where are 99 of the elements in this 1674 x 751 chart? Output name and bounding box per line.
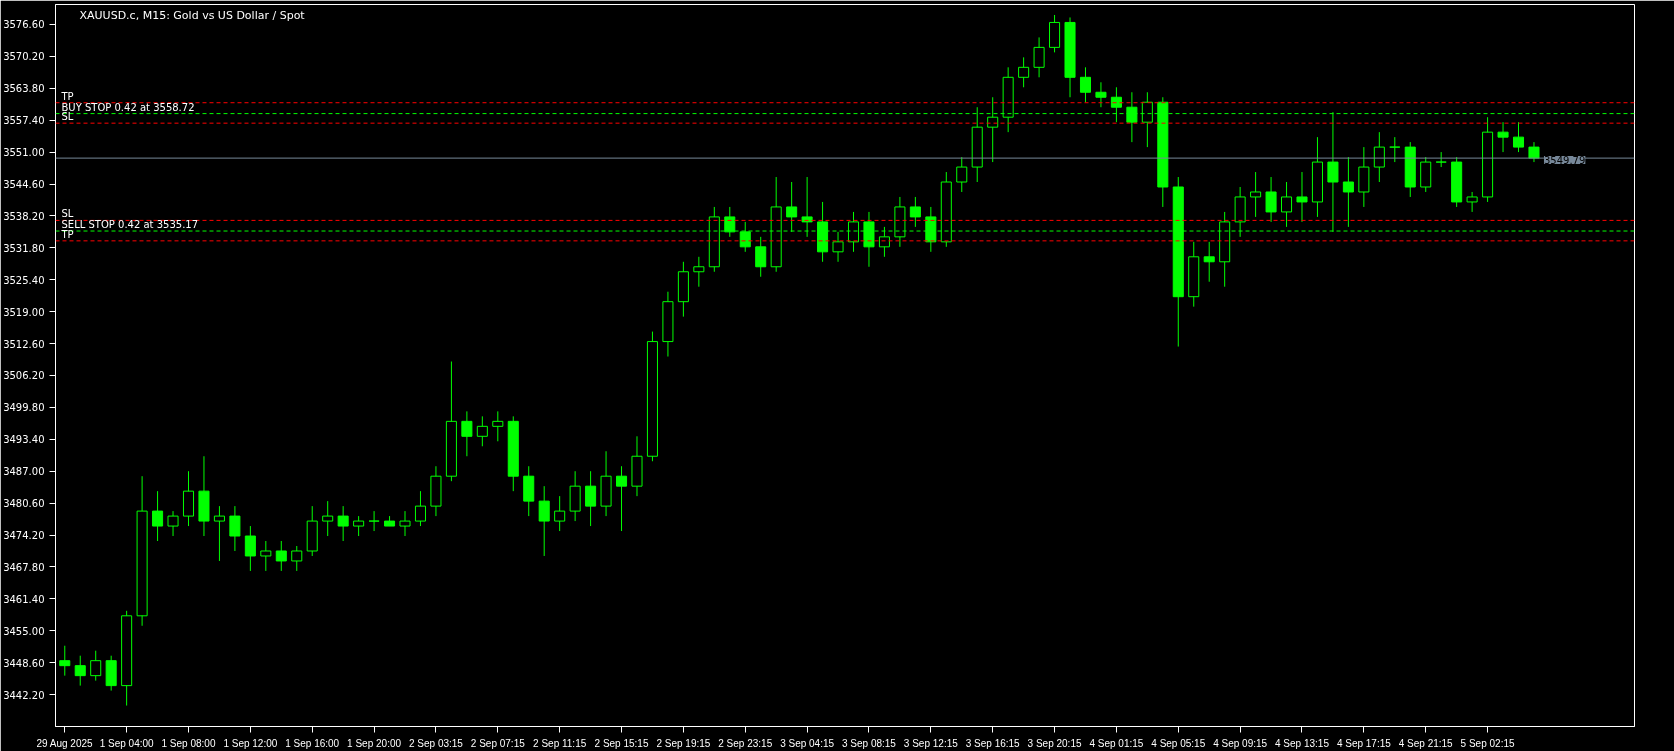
y-tick-label: 3474.20 (3, 530, 45, 542)
candlestick (693, 256, 705, 288)
candlestick (90, 650, 102, 682)
candlestick (1095, 81, 1107, 108)
x-tick-label: 2 Sep 03:15 (408, 737, 464, 749)
candlestick (353, 515, 365, 537)
candlestick (832, 231, 844, 263)
candlestick (337, 505, 349, 542)
y-tick-label: 3467.80 (3, 561, 45, 573)
x-tick-label: 4 Sep 09:15 (1213, 737, 1268, 749)
candlestick (260, 540, 272, 572)
y-tick-label: 3487.00 (3, 466, 45, 478)
candlestick (399, 510, 411, 537)
y-tick-label: 3455.00 (3, 625, 45, 637)
candlestick (616, 465, 628, 532)
x-tick-label: 29 Aug 2025 (36, 737, 94, 749)
ref-line-label: TP (60, 228, 74, 240)
ref-line-label: SL (61, 208, 74, 220)
candlestick (909, 196, 921, 228)
candlestick (476, 415, 488, 447)
x-tick-label: 2 Sep 07:15 (470, 737, 526, 749)
candlestick (461, 410, 473, 457)
candlestick (1250, 171, 1262, 218)
candlestick (59, 645, 71, 677)
ref-line-label: TP (60, 90, 74, 102)
y-tick-label: 3512.60 (3, 338, 45, 350)
candlestick (275, 540, 287, 572)
candlestick (167, 510, 179, 537)
x-tick-label: 2 Sep 19:15 (656, 737, 711, 749)
x-tick-label: 1 Sep 12:00 (223, 737, 278, 749)
y-tick-label: 3538.20 (3, 210, 45, 222)
candlestick (213, 505, 225, 562)
ref-line-label: SELL STOP 0.42 at 3535.17 (61, 219, 199, 231)
candlestick (1033, 36, 1045, 78)
x-tick-label: 1 Sep 04:00 (99, 737, 155, 749)
y-tick-label: 3493.40 (3, 434, 45, 446)
candlestick (1265, 176, 1277, 223)
x-tick-label: 4 Sep 21:15 (1398, 737, 1454, 749)
candlestick (1018, 56, 1030, 88)
ref-line-label: SL (61, 111, 74, 123)
candlestick (368, 510, 380, 532)
y-tick-label: 3544.60 (3, 179, 45, 190)
y-tick-label: 3499.80 (3, 402, 45, 414)
y-tick-label: 3448.60 (3, 657, 45, 669)
candlestick (1281, 181, 1293, 228)
x-tick-label: 4 Sep 05:15 (1151, 737, 1206, 749)
candlestick (1079, 66, 1092, 103)
y-tick-label: 3442.20 (3, 689, 45, 701)
candlestick (1342, 156, 1354, 228)
y-tick-label: 3551.00 (3, 147, 45, 159)
candlestick (538, 485, 550, 557)
candlestick (1373, 131, 1385, 183)
y-tick-label: 3506.20 (3, 370, 45, 382)
x-tick-label: 1 Sep 16:00 (285, 737, 340, 749)
candlestick (1528, 141, 1540, 163)
x-tick-label: 2 Sep 11:15 (533, 737, 587, 749)
candlestick (492, 410, 504, 442)
candlestick (755, 236, 767, 278)
candlestick (1497, 121, 1509, 153)
ref-line-label: 3549.79 (1543, 155, 1586, 167)
candlestick (1466, 191, 1478, 213)
candlestick (74, 655, 86, 687)
x-tick-label: 2 Sep 23:15 (718, 737, 773, 749)
candlestick (1512, 121, 1525, 153)
x-tick-label: 2 Sep 15:15 (594, 737, 649, 749)
x-tick-label: 1 Sep 08:00 (161, 737, 216, 749)
candlestick (1389, 136, 1401, 163)
y-tick-label: 3519.00 (3, 306, 45, 318)
candlestick (244, 525, 256, 572)
y-tick-label: 3525.40 (3, 274, 45, 286)
candlestick (956, 156, 968, 193)
candlestick (229, 505, 241, 552)
y-tick-label: 3531.80 (3, 242, 45, 254)
candlestick (554, 495, 566, 532)
x-tick-label: 3 Sep 08:15 (842, 737, 897, 749)
candlestick (1296, 171, 1308, 223)
x-tick-label: 3 Sep 20:15 (1027, 737, 1082, 749)
x-tick-label: 4 Sep 17:15 (1336, 737, 1392, 749)
x-tick-label: 4 Sep 13:15 (1275, 737, 1330, 749)
x-tick-label: 3 Sep 04:15 (780, 737, 835, 749)
ref-line-label: BUY STOP 0.42 at 3558.72 (61, 101, 195, 113)
candlestick (1203, 241, 1215, 283)
x-tick-label: 4 Sep 01:15 (1089, 737, 1144, 749)
candlestick (322, 500, 334, 537)
candlestick (291, 545, 303, 572)
x-tick-label: 3 Sep 16:15 (965, 737, 1021, 749)
y-tick-label: 3576.60 (3, 19, 45, 31)
candlestick (585, 470, 597, 527)
y-tick-label: 3570.20 (3, 51, 45, 63)
y-tick-label: 3461.40 (3, 593, 45, 605)
chart-title: XAUUSD.c, M15: Gold vs US Dollar / Spot (79, 8, 306, 22)
y-tick-label: 3480.60 (3, 498, 45, 510)
x-tick-label: 1 Sep 20:00 (347, 737, 402, 749)
y-tick-label: 3563.80 (3, 83, 45, 95)
candlestick (152, 490, 164, 542)
candlestick (414, 490, 427, 527)
x-tick-label: 5 Sep 02:15 (1460, 737, 1515, 749)
y-tick-label: 3557.40 (3, 115, 45, 127)
x-tick-label: 3 Sep 12:15 (903, 737, 959, 749)
